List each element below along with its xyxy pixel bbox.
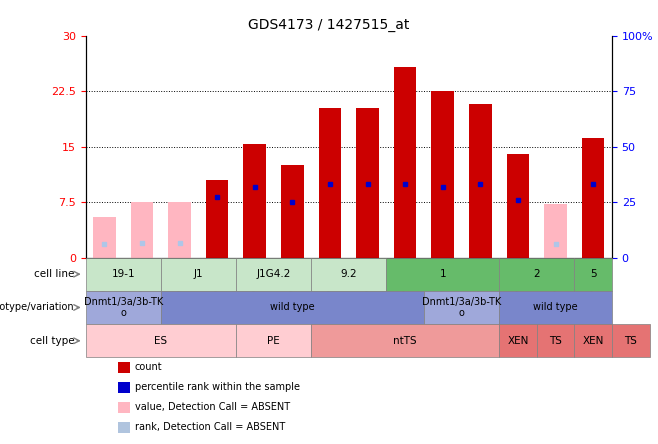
- Bar: [469, 103, 492, 258]
- Text: value, Detection Call = ABSENT: value, Detection Call = ABSENT: [135, 402, 290, 412]
- Bar: [86, 258, 161, 291]
- Bar: [356, 108, 379, 258]
- Text: 19-1: 19-1: [111, 269, 135, 279]
- Bar: [206, 180, 228, 258]
- Text: wild type: wild type: [270, 302, 315, 313]
- Text: percentile rank within the sample: percentile rank within the sample: [135, 382, 300, 392]
- Bar: [243, 144, 266, 258]
- Text: J1G4.2: J1G4.2: [257, 269, 291, 279]
- Bar: [311, 324, 499, 357]
- Bar: [424, 291, 499, 324]
- Text: cell line: cell line: [34, 269, 74, 279]
- Text: ES: ES: [154, 336, 167, 346]
- Text: 2: 2: [534, 269, 540, 279]
- Bar: [499, 291, 612, 324]
- Text: 5: 5: [590, 269, 596, 279]
- Text: count: count: [135, 362, 163, 372]
- Text: 1: 1: [440, 269, 446, 279]
- Text: J1: J1: [193, 269, 203, 279]
- Bar: [582, 138, 605, 258]
- Bar: [86, 324, 236, 357]
- Text: GDS4173 / 1427515_at: GDS4173 / 1427515_at: [248, 18, 410, 32]
- Bar: [507, 154, 529, 258]
- Text: Dnmt1/3a/3b-TK
o: Dnmt1/3a/3b-TK o: [422, 297, 501, 318]
- Bar: [544, 204, 567, 258]
- Text: Dnmt1/3a/3b-TK
o: Dnmt1/3a/3b-TK o: [84, 297, 163, 318]
- Bar: [86, 291, 161, 324]
- Bar: [432, 91, 454, 258]
- Bar: [236, 324, 311, 357]
- Bar: [612, 324, 649, 357]
- Bar: [537, 324, 574, 357]
- Text: wild type: wild type: [533, 302, 578, 313]
- Bar: [311, 258, 386, 291]
- Text: genotype/variation: genotype/variation: [0, 302, 74, 313]
- Text: TS: TS: [549, 336, 562, 346]
- Bar: [574, 324, 612, 357]
- Text: PE: PE: [267, 336, 280, 346]
- Bar: [236, 258, 311, 291]
- Text: 9.2: 9.2: [340, 269, 357, 279]
- Text: XEN: XEN: [582, 336, 604, 346]
- Bar: [318, 108, 342, 258]
- Bar: [168, 202, 191, 258]
- Bar: [386, 258, 499, 291]
- Text: rank, Detection Call = ABSENT: rank, Detection Call = ABSENT: [135, 422, 285, 432]
- Bar: [394, 67, 417, 258]
- Text: ntTS: ntTS: [393, 336, 417, 346]
- Bar: [499, 258, 574, 291]
- Bar: [499, 324, 537, 357]
- Bar: [161, 291, 424, 324]
- Text: TS: TS: [624, 336, 637, 346]
- Text: XEN: XEN: [507, 336, 528, 346]
- Bar: [161, 258, 236, 291]
- Bar: [131, 202, 153, 258]
- Bar: [93, 217, 116, 258]
- Bar: [281, 165, 303, 258]
- Bar: [574, 258, 612, 291]
- Text: cell type: cell type: [30, 336, 74, 346]
